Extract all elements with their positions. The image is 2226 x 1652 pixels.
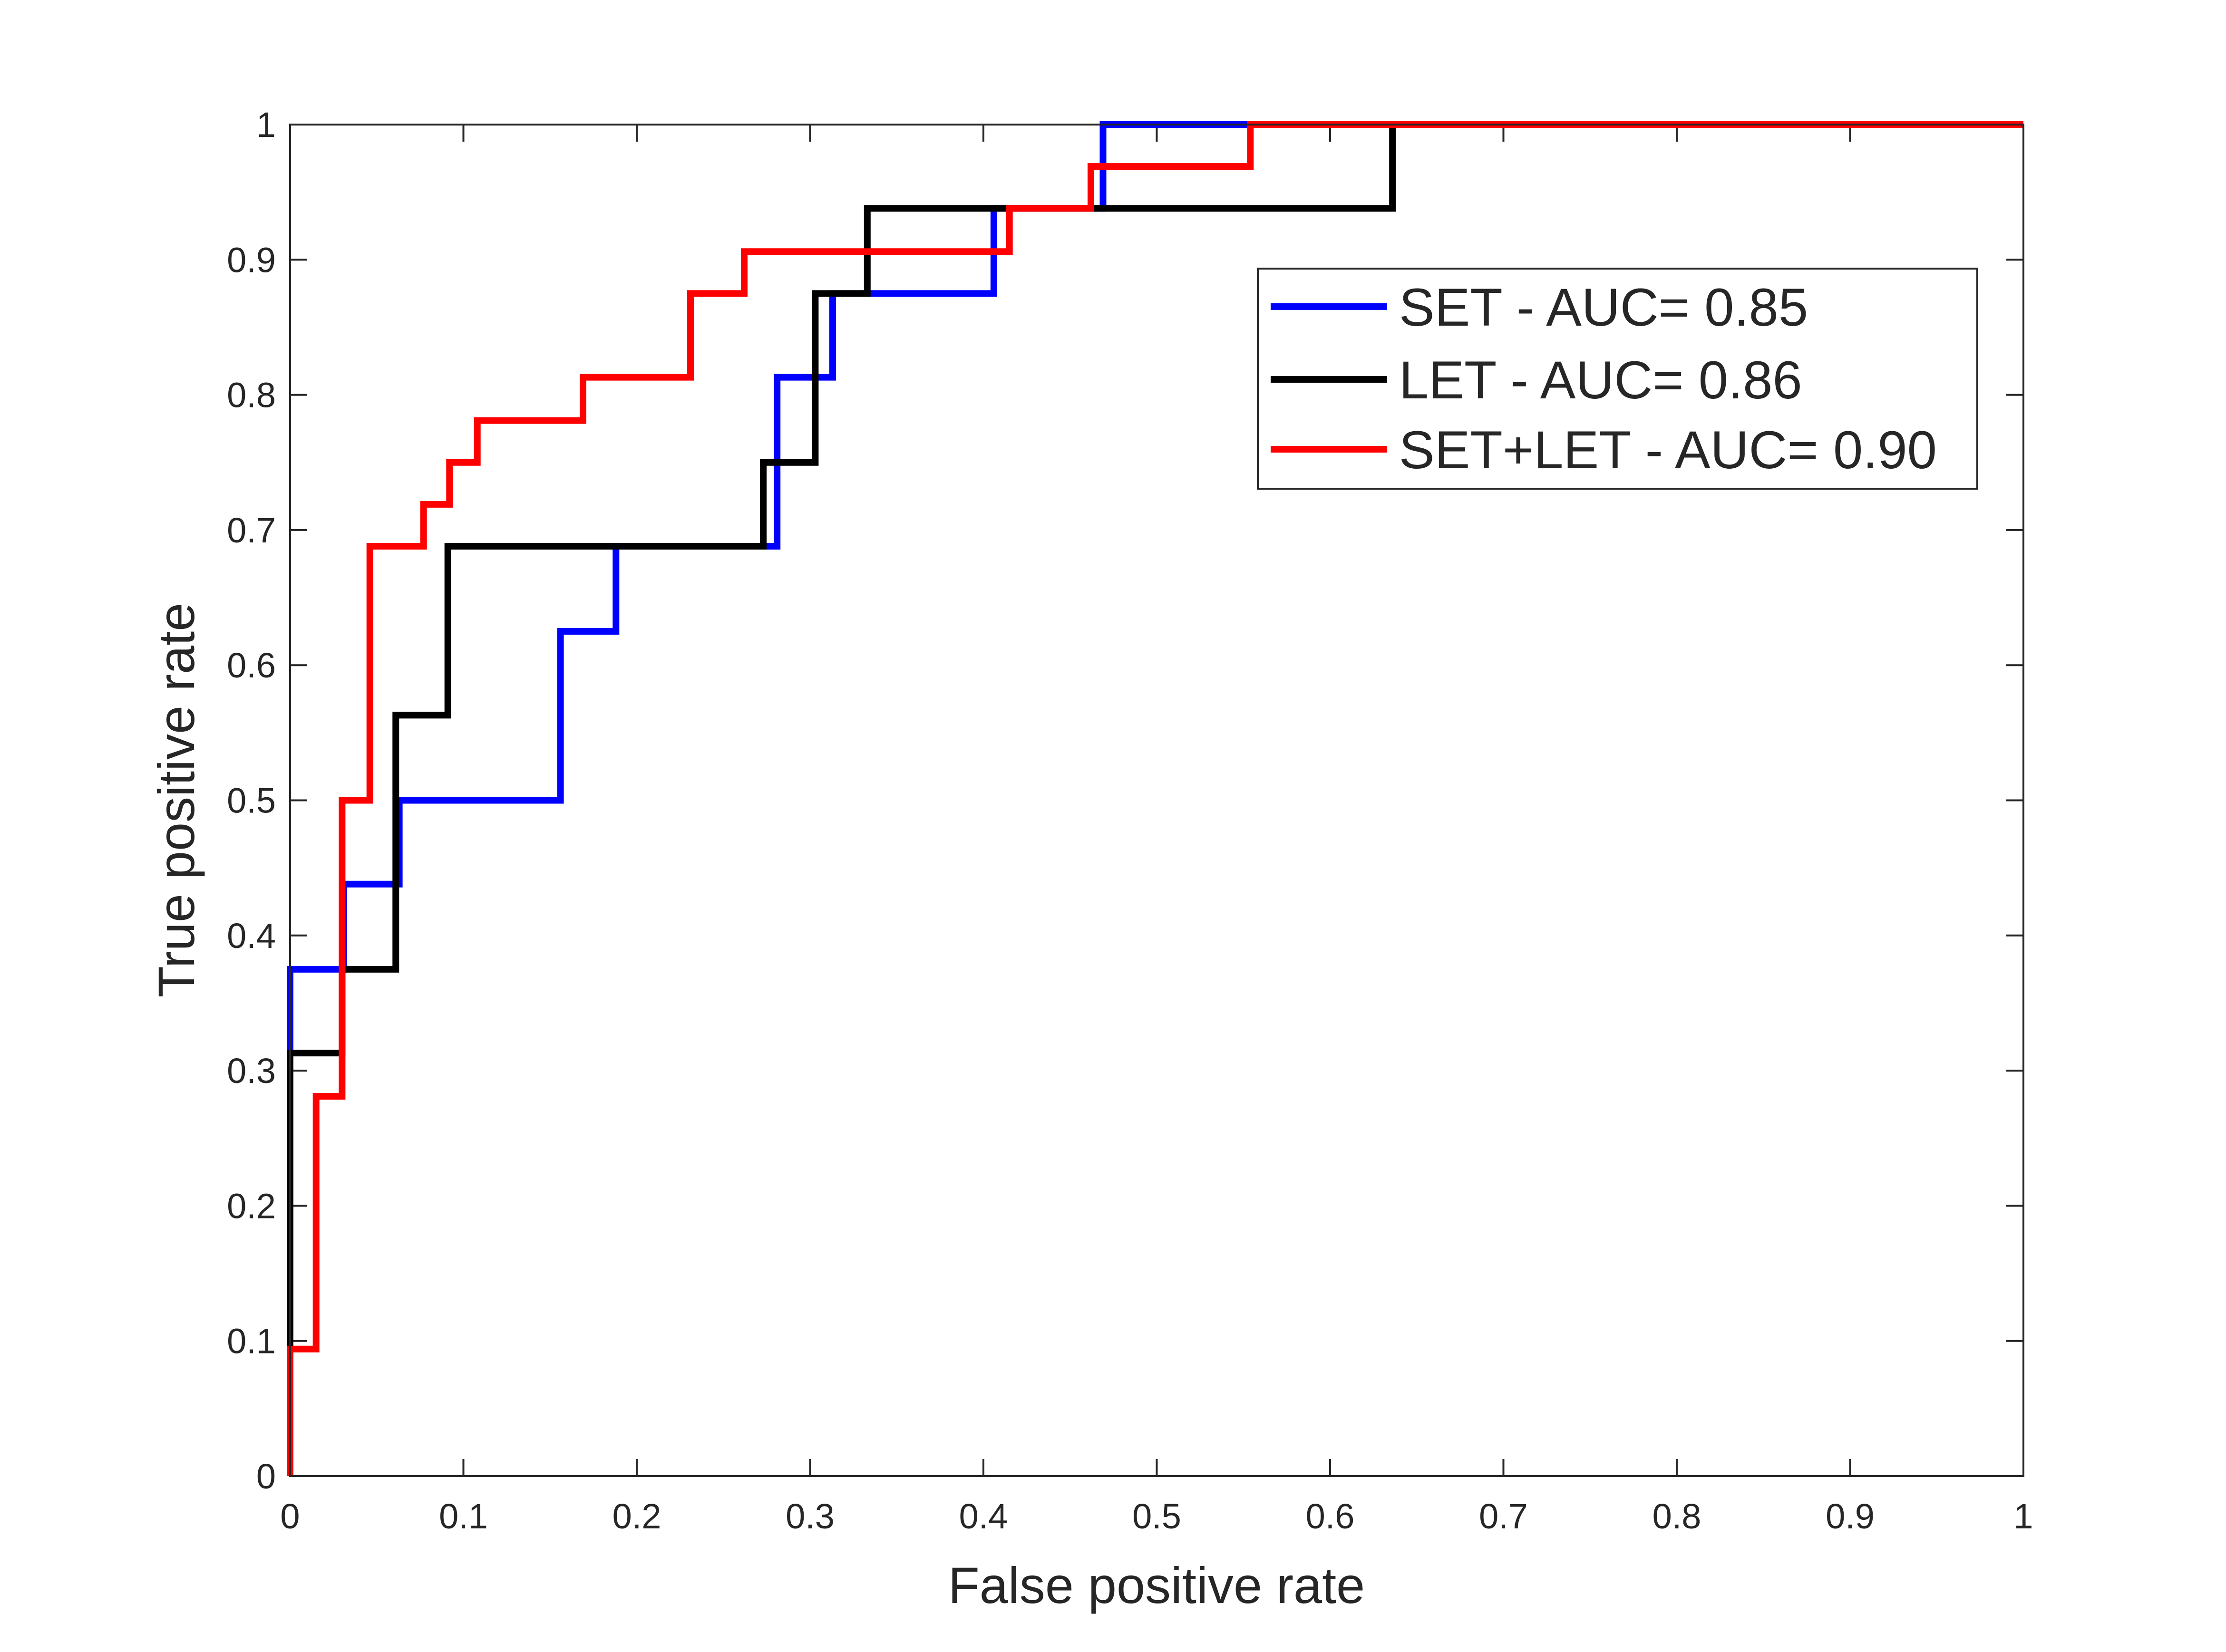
legend-label-set-let: SET+LET - AUC= 0.90: [1399, 420, 1937, 480]
x-tick-label: 0.5: [1132, 1497, 1181, 1536]
x-axis-title: False positive rate: [948, 1556, 1365, 1614]
x-tick-label: 0.6: [1306, 1497, 1355, 1536]
y-tick-label: 0.2: [227, 1186, 276, 1226]
x-tick-label: 0.9: [1826, 1497, 1875, 1536]
y-tick-label: 0.6: [227, 646, 276, 685]
x-tick-label: 0.1: [439, 1497, 488, 1536]
y-tick-label: 1: [256, 105, 276, 145]
legend-label-let: LET - AUC= 0.86: [1399, 350, 1802, 410]
axes-box: [289, 124, 2024, 1477]
legend-label-set: SET - AUC= 0.85: [1399, 278, 1808, 337]
y-tick-label: 0.8: [227, 376, 276, 415]
x-tick-label: 0: [280, 1497, 300, 1536]
y-tick-label: 0.1: [227, 1322, 276, 1361]
x-tick-label: 0.2: [612, 1497, 661, 1536]
legend: SET - AUC= 0.85 LET - AUC= 0.86 SET+LET …: [1257, 268, 1978, 490]
y-axis-title: True positive rate: [147, 603, 205, 997]
x-tick-label: 0.4: [959, 1497, 1008, 1536]
y-tick-label: 0.5: [227, 781, 276, 821]
y-tick-label: 0: [256, 1457, 276, 1496]
x-tick-label: 0.3: [786, 1497, 835, 1536]
x-tick-label: 0.8: [1652, 1497, 1701, 1536]
y-tick-label: 0.7: [227, 511, 276, 550]
y-tick-label: 0.9: [227, 240, 276, 280]
y-tick-label: 0.4: [227, 916, 276, 956]
y-tick-label: 0.3: [227, 1051, 276, 1091]
series-lines: [287, 121, 2023, 1476]
set-let-roc-line: [287, 121, 2023, 1476]
x-tick-label: 0.7: [1479, 1497, 1528, 1536]
x-tick-label: 1: [2013, 1497, 2033, 1536]
tick-labels: 0 0.1 0.2 0.3 0.4 0.5 0.6 0.7 0.8 0.9 1 0 0.1 0.2 0.3 0…: [227, 105, 2033, 1536]
axis-ticks: [289, 124, 2024, 1477]
